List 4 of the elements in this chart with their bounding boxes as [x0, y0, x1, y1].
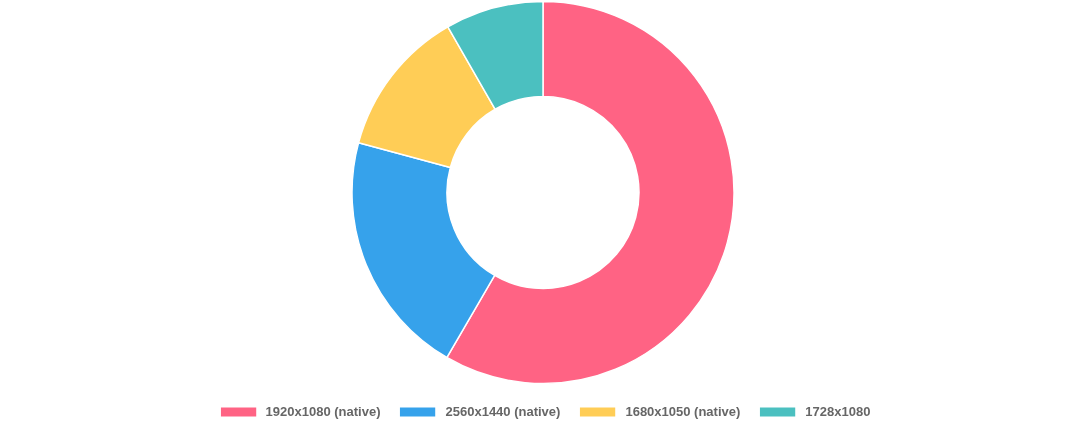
legend-label: 1680x1050 (native) [625, 404, 741, 419]
legend-label: 2560x1440 (native) [445, 404, 561, 419]
legend-label: 1728x1080 [805, 404, 871, 419]
legend-label: 1920x1080 (native) [265, 404, 381, 419]
